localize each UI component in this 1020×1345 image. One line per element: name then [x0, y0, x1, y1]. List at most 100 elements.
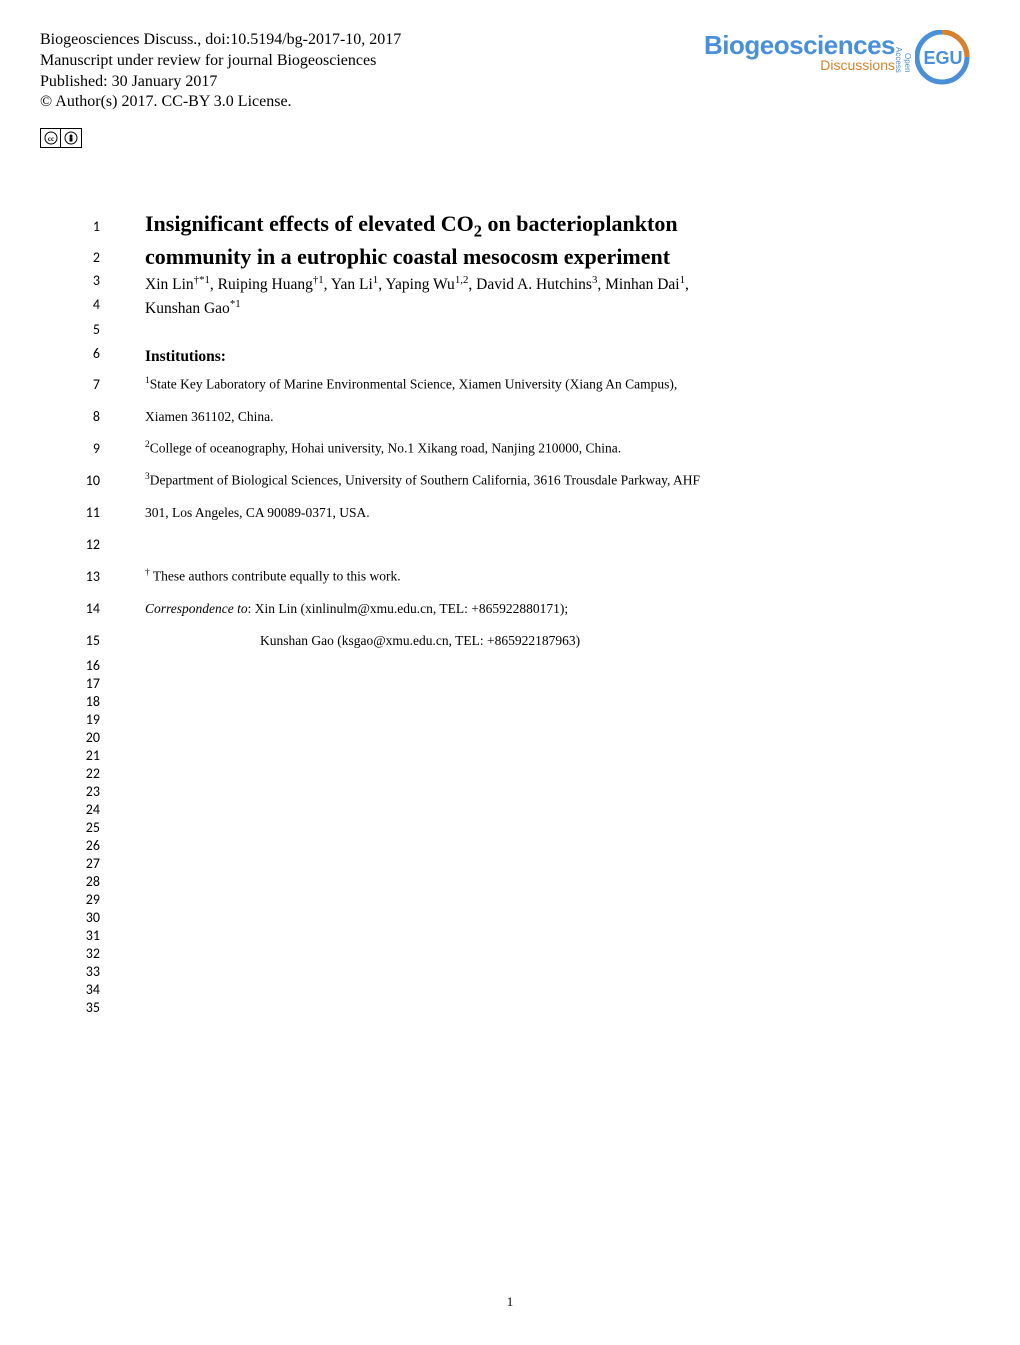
- open-access-label: Open Access: [894, 32, 912, 73]
- line-number: 26: [40, 837, 145, 854]
- blank-line: 12: [40, 529, 900, 561]
- page-number: 1: [0, 1294, 1020, 1310]
- blank-line: 23: [40, 783, 900, 801]
- line-number: 6: [40, 345, 145, 362]
- blank-line: 28: [40, 873, 900, 891]
- by-icon: [61, 129, 81, 147]
- line-number: 30: [40, 909, 145, 926]
- line-number: 23: [40, 783, 145, 800]
- cc-by-badge: cc: [40, 128, 82, 148]
- corr1-text: Correspondence to: Xin Lin (xinlinulm@xm…: [145, 599, 900, 619]
- blank-line: 19: [40, 711, 900, 729]
- blank-line: 16: [40, 657, 900, 675]
- line-number: 9: [40, 440, 145, 457]
- blank-line: 5: [40, 321, 900, 345]
- header-logos: Biogeosciences Discussions Open Access E…: [704, 30, 980, 90]
- authors-line-2: 4 Kunshan Gao*1: [40, 296, 900, 320]
- blank-line: 30: [40, 909, 900, 927]
- institution-3a: 10 3Department of Biological Sciences, U…: [40, 465, 900, 497]
- title-text-2: community in a eutrophic coastal mesocos…: [145, 243, 900, 272]
- inst2-text: 2College of oceanography, Hohai universi…: [145, 438, 900, 459]
- institution-1a: 7 1State Key Laboratory of Marine Enviro…: [40, 369, 900, 401]
- line-number: 34: [40, 981, 145, 998]
- line-number: 3: [40, 272, 145, 289]
- inst1b-text: Xiamen 361102, China.: [145, 407, 900, 427]
- blank-line: 22: [40, 765, 900, 783]
- institutions-header: 6 Institutions:: [40, 345, 900, 369]
- line-number: 12: [40, 536, 145, 553]
- blank-line: 33: [40, 963, 900, 981]
- blank-line: 25: [40, 819, 900, 837]
- svg-text:EGU: EGU: [923, 48, 962, 68]
- manuscript-content: 1 Insignificant effects of elevated CO2 …: [0, 150, 1020, 1037]
- authors-line-1: 3 Xin Lin†*1, Ruiping Huang†1, Yan Li1, …: [40, 272, 900, 296]
- line-number: 10: [40, 472, 145, 489]
- institution-1b: 8 Xiamen 361102, China.: [40, 401, 900, 433]
- line-number: 15: [40, 632, 145, 649]
- egu-logo: EGU: [915, 30, 980, 90]
- blank-line: 26: [40, 837, 900, 855]
- inst3b-text: 301, Los Angeles, CA 90089-0371, USA.: [145, 503, 900, 523]
- line-number: 32: [40, 945, 145, 962]
- inst1-text: 1State Key Laboratory of Marine Environm…: [145, 374, 900, 395]
- line-number: 29: [40, 891, 145, 908]
- institution-2: 9 2College of oceanography, Hohai univer…: [40, 433, 900, 465]
- cc-icon: cc: [41, 129, 61, 147]
- blank-line: 29: [40, 891, 900, 909]
- blank-line: 32: [40, 945, 900, 963]
- blank-line: 34: [40, 981, 900, 999]
- line-number: 28: [40, 873, 145, 890]
- line-number: 5: [40, 321, 145, 338]
- doi-line: Biogeosciences Discuss., doi:10.5194/bg-…: [40, 30, 401, 51]
- line-number: 35: [40, 999, 145, 1016]
- line-number: 20: [40, 729, 145, 746]
- authors-text-2: Kunshan Gao*1: [145, 296, 900, 320]
- line-number: 1: [40, 218, 145, 235]
- blank-line: 35: [40, 999, 900, 1017]
- line-number: 17: [40, 675, 145, 692]
- line-number: 31: [40, 927, 145, 944]
- blank-line: 17: [40, 675, 900, 693]
- line-number: 14: [40, 600, 145, 617]
- header-meta: Biogeosciences Discuss., doi:10.5194/bg-…: [40, 30, 401, 113]
- line-number: 25: [40, 819, 145, 836]
- blank-line: 24: [40, 801, 900, 819]
- line-number: 27: [40, 855, 145, 872]
- line-number: 7: [40, 376, 145, 393]
- line-number: 21: [40, 747, 145, 764]
- authors-text: Xin Lin†*1, Ruiping Huang†1, Yan Li1, Ya…: [145, 272, 900, 296]
- corr2-text: Kunshan Gao (ksgao@xmu.edu.cn, TEL: +865…: [145, 631, 900, 651]
- equal-contrib-text: † These authors contribute equally to th…: [145, 566, 900, 587]
- title-text-1: Insignificant effects of elevated CO2 on…: [145, 210, 900, 242]
- line-number: 33: [40, 963, 145, 980]
- line-number: 18: [40, 693, 145, 710]
- review-line: Manuscript under review for journal Biog…: [40, 51, 401, 72]
- line-number: 19: [40, 711, 145, 728]
- blank-line: 18: [40, 693, 900, 711]
- blank-line: 31: [40, 927, 900, 945]
- correspondence-2: 15 Kunshan Gao (ksgao@xmu.edu.cn, TEL: +…: [40, 625, 900, 657]
- correspondence-1: 14 Correspondence to: Xin Lin (xinlinulm…: [40, 593, 900, 625]
- line-number: 11: [40, 504, 145, 521]
- biogeosciences-logo: Biogeosciences Discussions Open Access: [704, 30, 900, 73]
- line-number: 13: [40, 568, 145, 585]
- license-line: © Author(s) 2017. CC-BY 3.0 License.: [40, 92, 401, 113]
- published-line: Published: 30 January 2017: [40, 72, 401, 93]
- title-line-2: 2 community in a eutrophic coastal mesoc…: [40, 242, 900, 272]
- equal-contribution: 13 † These authors contribute equally to…: [40, 561, 900, 593]
- line-number: 2: [40, 249, 145, 266]
- line-number: 22: [40, 765, 145, 782]
- svg-text:cc: cc: [47, 135, 53, 143]
- inst3-text: 3Department of Biological Sciences, Univ…: [145, 470, 900, 491]
- blank-line: 21: [40, 747, 900, 765]
- line-number: 16: [40, 657, 145, 674]
- title-line-1: 1 Insignificant effects of elevated CO2 …: [40, 210, 900, 242]
- page-header: Biogeosciences Discuss., doi:10.5194/bg-…: [0, 0, 1020, 123]
- line-number: 24: [40, 801, 145, 818]
- line-number: 4: [40, 296, 145, 313]
- line-number: 8: [40, 408, 145, 425]
- blank-line: 27: [40, 855, 900, 873]
- blank-line: 20: [40, 729, 900, 747]
- institution-3b: 11 301, Los Angeles, CA 90089-0371, USA.: [40, 497, 900, 529]
- institutions-label: Institutions:: [145, 345, 900, 368]
